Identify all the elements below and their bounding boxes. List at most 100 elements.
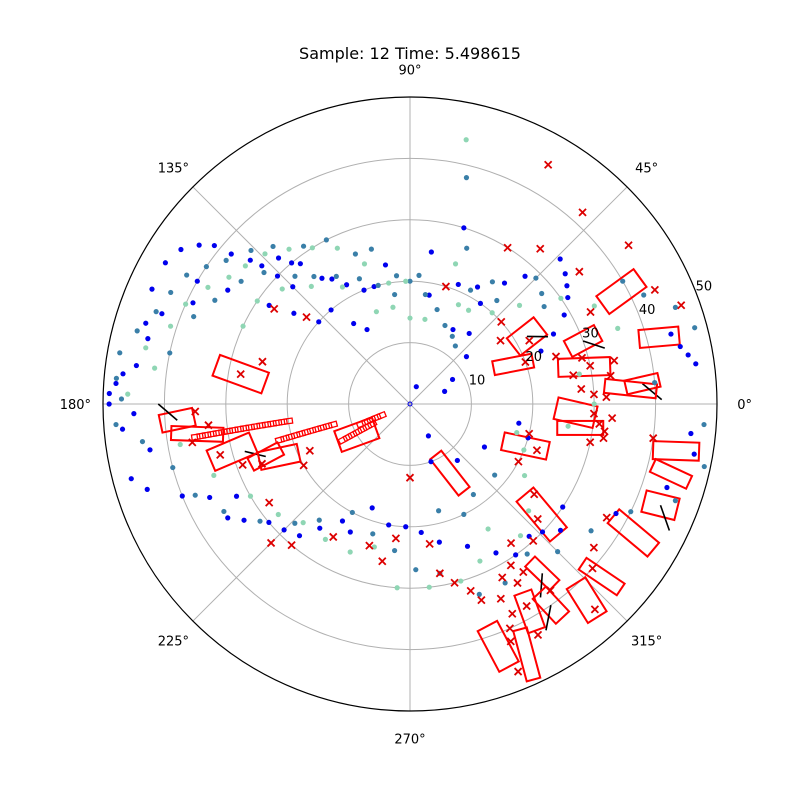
- lidar-point: [591, 303, 597, 309]
- detection-marker: [435, 569, 444, 578]
- lidar-point: [125, 391, 131, 397]
- lidar-point: [461, 511, 467, 517]
- lidar-point: [436, 508, 442, 514]
- polar-frame: [102, 96, 718, 712]
- lidar-point: [279, 286, 285, 292]
- detection-marker: [498, 573, 507, 582]
- marker-stroke: [525, 429, 534, 438]
- lidar-point: [316, 319, 322, 325]
- lidar-point: [211, 472, 217, 479]
- lidar-point: [147, 447, 153, 453]
- streak-box: [337, 435, 349, 446]
- lidar-point: [292, 273, 298, 279]
- detection-box: [476, 619, 521, 674]
- lidar-point: [369, 505, 375, 511]
- detection-marker: [506, 637, 515, 646]
- lidar-point: [233, 493, 240, 499]
- detection-box: [606, 507, 661, 558]
- lidar-point: [266, 302, 272, 308]
- lidar-point: [179, 493, 185, 499]
- marker-stroke: [546, 586, 555, 595]
- detection-marker: [477, 596, 486, 605]
- streak-box: [316, 423, 328, 432]
- velocity-vector: [582, 340, 606, 349]
- detection-box: [332, 416, 381, 454]
- marker-stroke: [270, 304, 279, 314]
- detection-marker: [519, 567, 528, 577]
- theta-tick-label: 180°: [60, 398, 91, 413]
- lidar-point: [119, 426, 126, 432]
- lidar-point: [615, 325, 621, 331]
- lidar-point: [106, 401, 112, 407]
- lidar-point: [467, 287, 474, 293]
- lidar-point: [392, 291, 398, 298]
- lidar-point: [347, 549, 353, 555]
- marker-stroke: [649, 434, 658, 443]
- lidar-point: [466, 330, 472, 337]
- lidar-point: [254, 298, 260, 304]
- lidar-point: [117, 350, 123, 356]
- lidar-point: [194, 278, 200, 284]
- marker-stroke: [425, 539, 434, 548]
- streak-box: [327, 420, 339, 429]
- detection-marker: [586, 307, 595, 317]
- lidar-point: [382, 262, 389, 268]
- detection-marker: [425, 539, 434, 548]
- detection-marker: [466, 586, 475, 595]
- detection-marker: [506, 538, 516, 548]
- detection-marker: [606, 371, 615, 380]
- streak-box: [274, 435, 286, 445]
- streak-box: [277, 418, 288, 426]
- lidar-point: [159, 311, 165, 317]
- lidar-point: [489, 310, 495, 316]
- marker-stroke: [519, 567, 528, 577]
- detection-marker: [532, 446, 542, 455]
- marker-stroke: [188, 438, 197, 447]
- lidar-point: [153, 308, 159, 315]
- theta-grid-line: [409, 403, 628, 622]
- lidar-point: [368, 246, 374, 252]
- detection-marker: [270, 304, 279, 314]
- detection-marker: [216, 450, 225, 459]
- streak-box: [261, 420, 272, 429]
- marker-stroke: [498, 573, 507, 582]
- lidar-point: [316, 517, 322, 523]
- lidar-point: [308, 283, 314, 290]
- detection-marker: [525, 336, 534, 345]
- marker-stroke: [532, 446, 542, 455]
- marker-stroke: [599, 433, 608, 443]
- lidar-point: [493, 550, 499, 556]
- marker-stroke: [602, 513, 611, 522]
- lidar-point: [449, 376, 456, 383]
- lidar-point: [143, 320, 149, 326]
- lidar-point: [539, 290, 545, 297]
- lidar-point: [339, 518, 346, 524]
- marker-stroke: [533, 514, 542, 524]
- lidar-point: [394, 585, 400, 591]
- detection-marker: [505, 624, 515, 633]
- marker-stroke: [602, 393, 611, 402]
- lidar-point: [628, 509, 634, 515]
- lidar-point: [221, 508, 227, 515]
- marker-stroke: [329, 532, 338, 542]
- lidar-point: [450, 326, 456, 333]
- lidar-point: [361, 261, 368, 267]
- lidar-point: [422, 316, 428, 322]
- lidar-point: [211, 242, 217, 249]
- detection-box: [513, 588, 547, 635]
- streak-box: [370, 412, 382, 423]
- detection-marker: [513, 667, 523, 676]
- lidar-point: [274, 273, 281, 279]
- lidar-point: [613, 510, 619, 517]
- r-tick-label: 30: [582, 327, 599, 342]
- lidar-point: [270, 243, 276, 250]
- detection-marker: [257, 459, 267, 468]
- lidar-point: [262, 251, 268, 257]
- lidar-point: [403, 524, 409, 530]
- lidar-point: [693, 361, 699, 367]
- lidar-point: [685, 352, 691, 358]
- detection-box: [523, 555, 561, 592]
- detection-marker: [405, 473, 415, 482]
- lidar-point: [550, 331, 557, 337]
- lidar-point: [223, 257, 229, 263]
